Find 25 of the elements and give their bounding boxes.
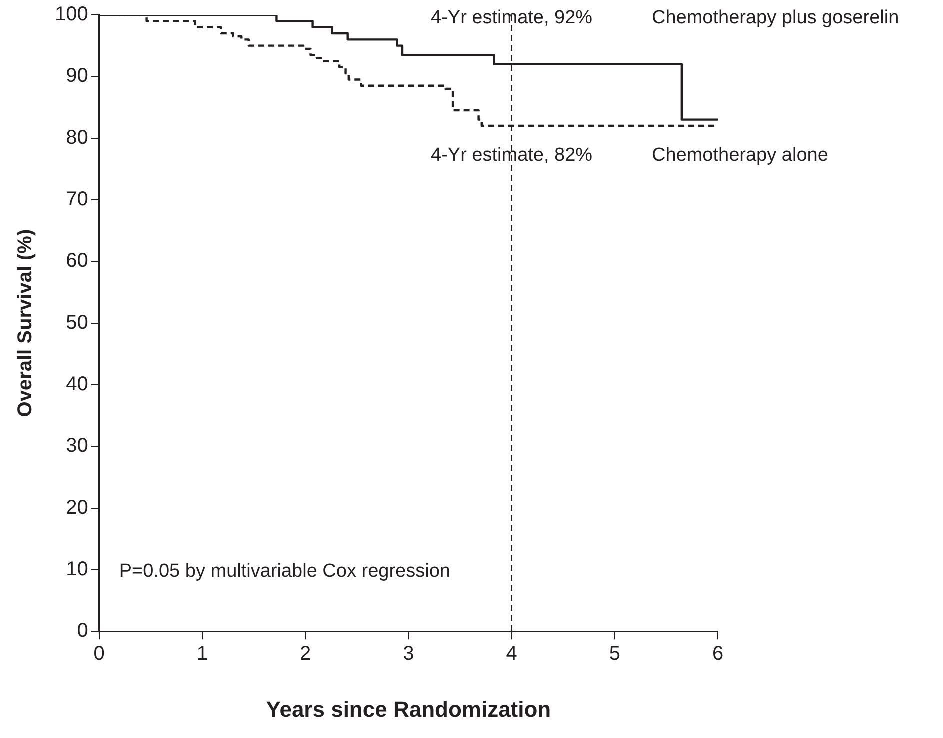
annotation: 4-Yr estimate, 92% (431, 8, 593, 29)
x-tick-label: 0 (94, 643, 105, 666)
y-tick-label: 100 (54, 4, 88, 26)
y-tick-label: 50 (66, 312, 88, 334)
x-tick-label: 3 (403, 643, 414, 666)
annotation: 4-Yr estimate, 82% (431, 145, 593, 166)
y-tick-label: 40 (66, 373, 88, 396)
y-tick-label: 60 (66, 250, 88, 272)
y-tick-label: 30 (66, 435, 88, 458)
x-tick-label: 4 (506, 643, 518, 666)
y-axis-title: Overall Survival (%) (14, 229, 37, 418)
x-axis-title: Years since Randomization (266, 696, 552, 722)
y-tick-label: 0 (77, 620, 88, 642)
annotation: P=0.05 by multivariable Cox regression (119, 560, 450, 582)
series-label: Chemotherapy plus goserelin (652, 8, 900, 29)
series-label: Chemotherapy alone (652, 145, 828, 166)
y-tick-label: 20 (66, 496, 88, 519)
x-tick-label: 2 (300, 643, 312, 666)
x-tick-label: 1 (196, 643, 208, 666)
y-tick-label: 10 (66, 558, 88, 580)
x-tick-label: 5 (609, 643, 620, 666)
y-tick-label: 80 (66, 126, 88, 149)
y-tick-label: 90 (66, 65, 88, 88)
y-tick-label: 70 (66, 188, 88, 210)
x-tick-label: 6 (712, 643, 724, 666)
